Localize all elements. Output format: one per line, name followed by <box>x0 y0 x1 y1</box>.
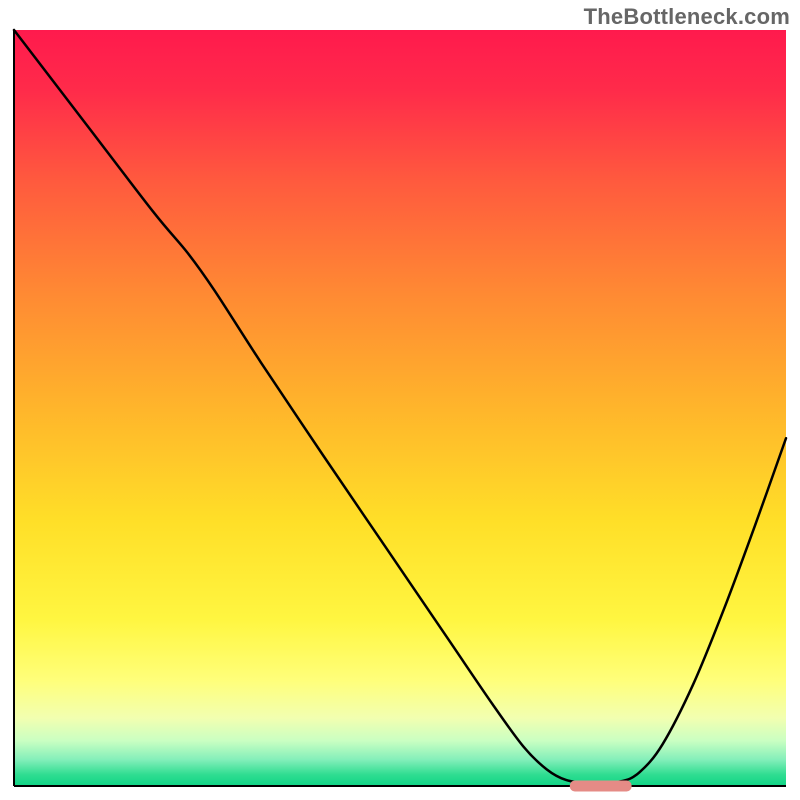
optimal-marker <box>570 781 632 792</box>
plot-background <box>14 30 786 786</box>
chart-container: { "watermark": { "text": "TheBottleneck.… <box>0 0 800 800</box>
bottleneck-chart <box>0 0 800 800</box>
